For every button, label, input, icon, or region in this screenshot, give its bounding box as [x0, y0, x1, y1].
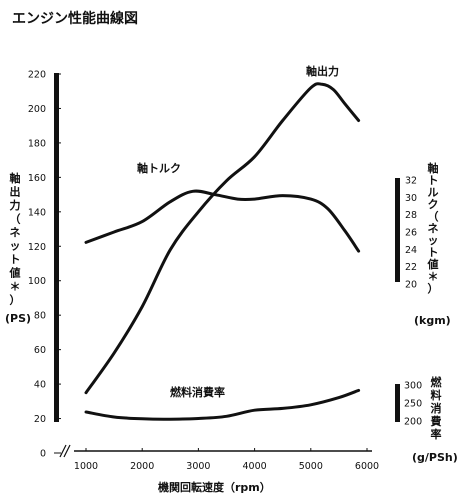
torque-axis-label-char: ＊ [428, 270, 439, 283]
left-tick-label: 100 [28, 276, 46, 287]
left-axis-label-char: （ [10, 213, 21, 226]
fuel-axis-label-char: 燃 [430, 375, 443, 389]
series-label-fuel: 燃料消費率 [169, 385, 225, 399]
series-label-power: 軸出力 [306, 64, 339, 78]
torque-axis-label-char: （ [428, 210, 439, 223]
power-curve [84, 82, 361, 395]
fuel-axis-label-char: 率 [431, 427, 442, 441]
fuel-axis-label: 燃料消費率 [430, 375, 443, 441]
left-tick-label: 40 [34, 380, 46, 391]
left-axis-label-char: ＊ [10, 280, 21, 293]
fuel-axis-label-char: 料 [431, 388, 442, 402]
torque-axis-label-char: ッ [428, 234, 439, 247]
left-tick-label: 180 [28, 138, 46, 149]
left-tick-label: 120 [28, 242, 46, 253]
torque-tick-label: 26 [405, 228, 417, 239]
x-tick-label: 6000 [355, 461, 379, 472]
left-axis-label-char: ト [10, 253, 21, 266]
x-tick-label: 5000 [299, 461, 323, 472]
torque-tick-labels: 20 22 24 26 28 30 32 [405, 176, 417, 291]
axes [54, 73, 400, 458]
torque-axis-label-char: ト [428, 246, 439, 259]
left-axis-label-char: ッ [10, 240, 21, 253]
torque-tick-label: 32 [405, 176, 417, 187]
torque-axis-label-char: 軸 [428, 161, 439, 175]
left-axis-label-char: 軸 [10, 171, 21, 185]
torque-axis-label-char: 値 [427, 257, 439, 271]
left-axis-label-char: ） [10, 294, 21, 307]
left-axis-bar [54, 73, 59, 421]
torque-axis-label-char: ネ [428, 222, 439, 235]
torque-axis-bar [395, 178, 400, 282]
fuel-tick-labels: 200 250 300 [404, 381, 422, 428]
fuel-tick-label: 300 [404, 381, 422, 392]
fuel-tick-label: 250 [404, 399, 422, 410]
torque-curve [84, 189, 361, 253]
curves [84, 82, 361, 421]
left-tick-labels: 0 20 40 60 80 100 120 140 160 180 200 220 [28, 70, 61, 460]
x-tick-label: 3000 [186, 461, 210, 472]
torque-axis-label-char: ト [428, 174, 439, 187]
left-tick-label: 20 [34, 414, 46, 425]
left-axis-label-char: 値 [9, 266, 21, 280]
left-axis-label-char: 力 [10, 198, 21, 212]
left-axis-label-char: ネ [10, 226, 21, 239]
fuel-axis-label-char: 消 [431, 401, 442, 415]
torque-tick-label: 22 [405, 262, 417, 273]
left-tick-label: 160 [28, 173, 46, 184]
left-axis-unit: (PS) [5, 312, 31, 325]
chart-title: エンジン性能曲線図 [12, 10, 138, 27]
x-tick-label: 4000 [243, 461, 267, 472]
torque-tick-label: 28 [405, 210, 417, 221]
fuel-tick-label: 200 [404, 417, 422, 428]
left-tick-label: 200 [28, 104, 46, 115]
fuel-axis-label-char: 費 [430, 414, 442, 428]
torque-axis-label-char: ） [428, 282, 439, 295]
x-axis-label: 機関回転速度（rpm） [158, 480, 271, 494]
torque-tick-label: 24 [405, 245, 417, 256]
x-tick-labels: 1000 2000 3000 4000 5000 6000 [74, 448, 379, 472]
x-tick-label: 2000 [130, 461, 154, 472]
fuel-consumption-curve [84, 388, 361, 421]
torque-tick-label: 20 [405, 280, 417, 291]
left-tick-label: 80 [34, 311, 46, 322]
left-tick-label: 140 [28, 207, 46, 218]
torque-axis-label-char: ク [428, 198, 439, 211]
x-tick-label: 1000 [74, 461, 98, 472]
left-tick-label: 60 [34, 345, 46, 356]
fuel-axis-bar [395, 384, 400, 422]
torque-axis-label-char: ル [428, 186, 439, 199]
left-tick-label: 220 [28, 70, 46, 81]
left-tick-label: 0 [40, 449, 46, 460]
left-axis-label-char: 出 [10, 185, 21, 199]
left-axis-bar-lower [54, 388, 59, 422]
fuel-axis-unit: (g/PSh) [412, 451, 458, 464]
axis-break-icon [59, 444, 71, 458]
torque-axis-unit: (kgm) [414, 314, 451, 327]
series-label-torque: 軸トルク [137, 161, 181, 175]
torque-tick-label: 30 [405, 193, 417, 204]
